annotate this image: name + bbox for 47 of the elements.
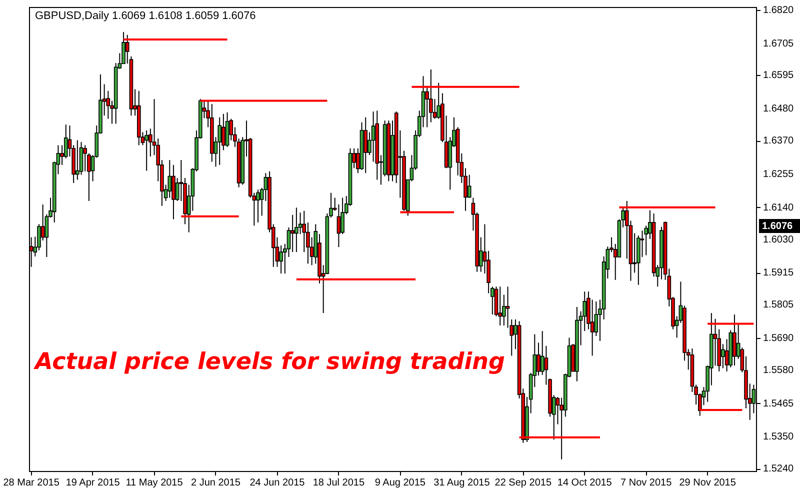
x-tick-label: 7 Nov 2015 <box>620 478 672 488</box>
x-tick-label: 9 Aug 2015 <box>374 478 426 488</box>
y-tick-label: 1.5240 <box>763 464 794 475</box>
x-tick-label: 2 Jun 2015 <box>190 478 241 488</box>
text: 1.6076 <box>762 221 794 232</box>
y-tick-label: 1.5465 <box>763 398 794 410</box>
x-tick-label: 11 May 2015 <box>126 478 184 488</box>
candlestick <box>371 111 376 162</box>
y-tick-label: 1.6140 <box>763 202 794 214</box>
candlestick <box>364 116 368 174</box>
x-tick-label: 24 Jun 2015 <box>250 478 306 488</box>
candlestick <box>225 112 230 148</box>
y-tick-label: 1.6030 <box>763 234 794 246</box>
x-tick-label: 22 Sep 2015 <box>494 478 552 488</box>
x-tick-label: 14 Oct 2015 <box>557 478 612 488</box>
x-tick-label: 28 Mar 2015 <box>3 478 60 488</box>
candlestick <box>83 144 87 172</box>
candlestick <box>498 286 502 326</box>
candlestick <box>76 140 80 180</box>
y-tick-label: 1.6705 <box>763 38 794 50</box>
y-tick-label: 1.6255 <box>763 168 794 180</box>
candlestick <box>172 164 176 220</box>
y-tick-label: 1.5690 <box>763 333 794 344</box>
y-tick-label: 1.6480 <box>763 104 794 115</box>
y-tick-label: 1.6370 <box>763 136 794 147</box>
x-tick-label: 18 Jul 2015 <box>312 478 365 488</box>
candlestick <box>467 174 472 198</box>
candlestick <box>256 189 260 223</box>
y-tick-label: 1.5350 <box>763 432 794 443</box>
candlestick <box>429 68 433 123</box>
chart-title: GBPUSD,Daily 1.6069 1.6108 1.6059 1.6076 <box>35 10 256 22</box>
y-tick-label: 1.5805 <box>763 300 794 311</box>
candlestick <box>144 130 148 172</box>
candlestick <box>279 244 283 274</box>
x-tick-label: 29 Nov 2015 <box>679 478 736 488</box>
annotation: Actual price levels for swing trading <box>33 349 505 375</box>
x-tick-label: 19 Apr 2015 <box>66 478 120 488</box>
candlestick <box>218 116 222 166</box>
y-tick-label: 1.5915 <box>763 268 794 279</box>
candlestick <box>168 160 172 198</box>
candlestick <box>732 314 736 366</box>
y-tick-label: 1.6820 <box>763 4 794 16</box>
candlestick <box>290 214 294 253</box>
x-tick-label: 31 Aug 2015 <box>434 478 490 488</box>
candlestick <box>294 207 298 253</box>
y-tick-label: 1.6595 <box>763 70 794 82</box>
y-tick-label: 1.5580 <box>763 364 794 376</box>
